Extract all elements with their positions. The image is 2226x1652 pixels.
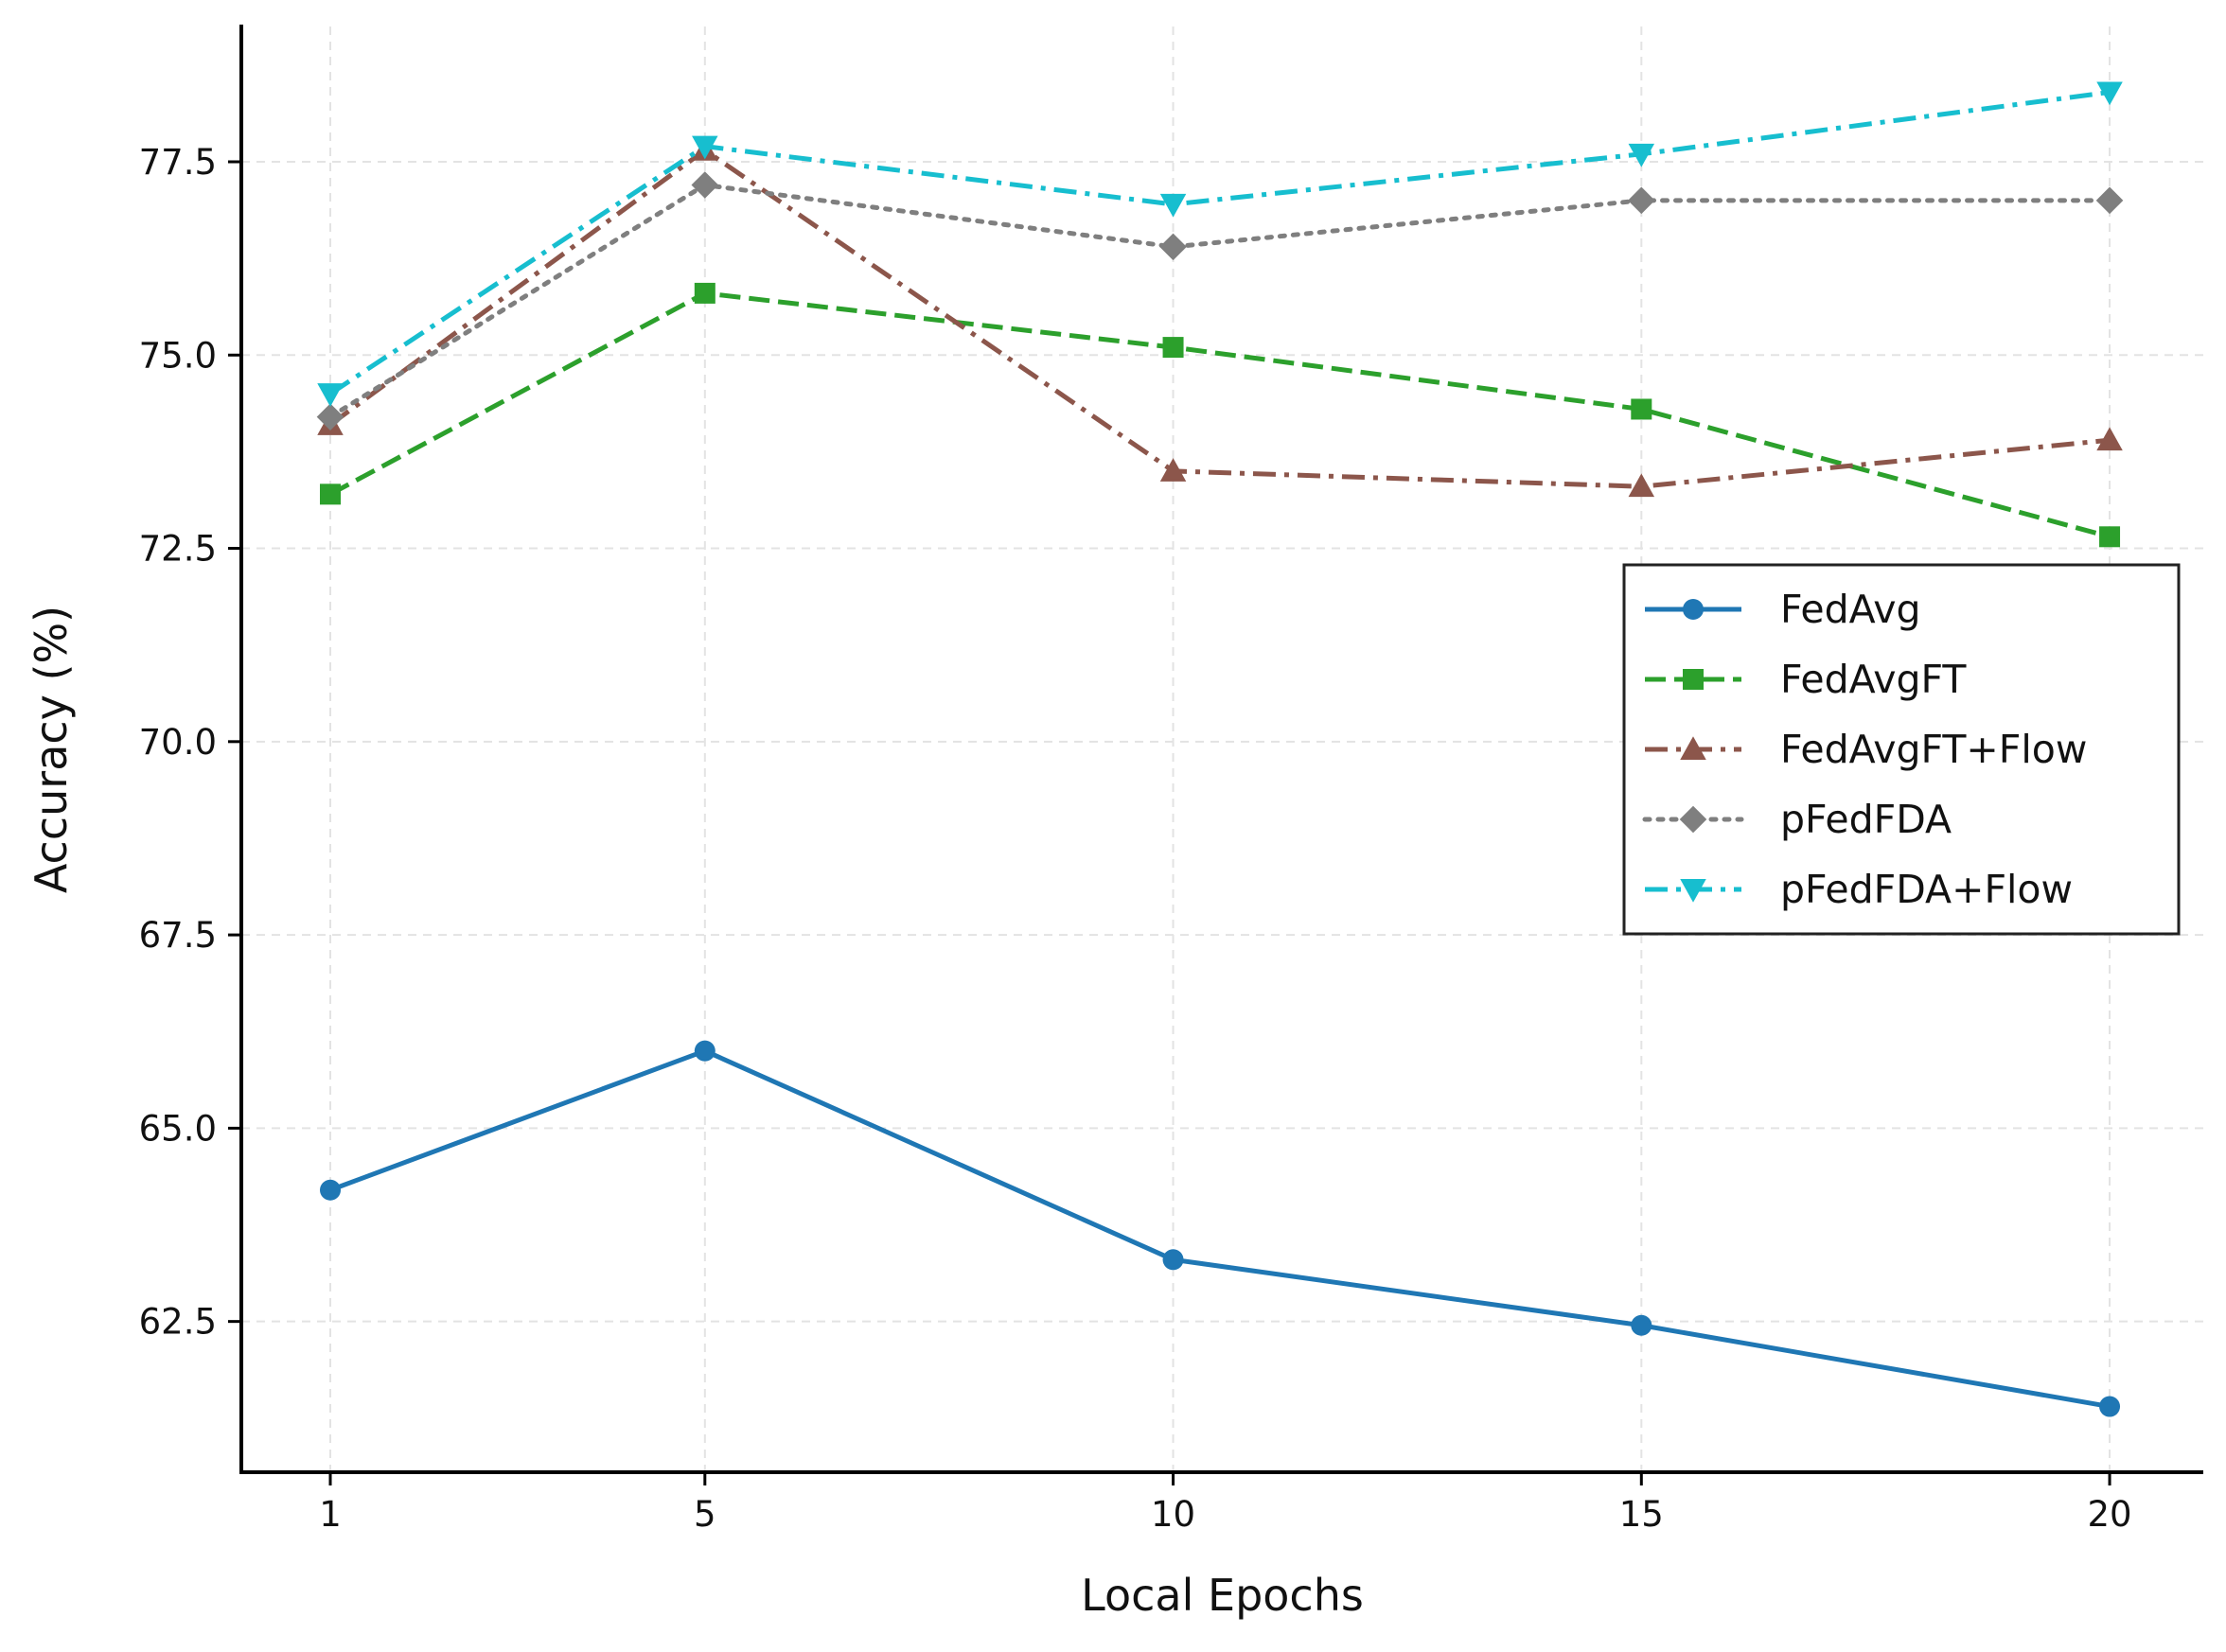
data-point xyxy=(320,483,342,505)
data-point xyxy=(2096,427,2123,451)
legend-entry: FedAvgFT+Flow xyxy=(1645,727,2087,772)
data-point xyxy=(1628,143,1655,167)
legend-entry: FedAvgFT xyxy=(1645,657,1967,702)
y-tick-label: 65.0 xyxy=(139,1108,217,1149)
data-point xyxy=(320,1179,342,1201)
data-point xyxy=(1631,398,1652,420)
series-fedavg xyxy=(320,1040,2121,1417)
y-tick-label: 62.5 xyxy=(139,1302,217,1343)
data-point xyxy=(1631,1314,1652,1336)
data-point xyxy=(2095,186,2124,215)
legend-label: pFedFDA xyxy=(1780,797,1952,842)
data-point xyxy=(1162,337,1184,359)
series-pfedfda xyxy=(316,171,2124,431)
x-tick-label: 15 xyxy=(1619,1494,1664,1535)
data-point xyxy=(2099,1396,2121,1417)
series-fedavgft xyxy=(320,282,2121,548)
legend-entry: pFedFDA xyxy=(1642,797,1952,842)
y-tick-label: 67.5 xyxy=(139,915,217,956)
legend-marker xyxy=(1683,599,1704,620)
series-line xyxy=(328,89,2111,396)
x-tick-label: 20 xyxy=(2088,1494,2132,1535)
legend-label: pFedFDA+Flow xyxy=(1780,867,2073,912)
series-line xyxy=(329,1048,2111,1410)
y-tick-label: 70.0 xyxy=(139,722,217,763)
data-point xyxy=(692,135,718,160)
y-axis-label: Accuracy (%) xyxy=(26,606,77,893)
series-line xyxy=(328,290,2111,539)
data-point xyxy=(317,383,344,407)
data-point xyxy=(694,282,716,304)
data-point xyxy=(1628,186,1655,215)
data-point xyxy=(694,1040,716,1062)
data-point xyxy=(2096,81,2123,106)
legend-marker xyxy=(1679,805,1707,834)
data-point xyxy=(2099,526,2121,548)
data-point xyxy=(1162,1249,1184,1271)
data-point xyxy=(1628,473,1655,498)
y-tick-label: 72.5 xyxy=(139,529,217,570)
legend-box xyxy=(1622,563,2181,936)
x-tick-label: 10 xyxy=(1151,1494,1195,1535)
legend-entry: FedAvg xyxy=(1645,587,1921,632)
data-point xyxy=(691,171,719,199)
series-fedavgft-flow xyxy=(317,136,2123,498)
series-pfedfda-flow xyxy=(317,81,2123,407)
legend-entry: pFedFDA+Flow xyxy=(1645,867,2073,912)
y-tick-label: 77.5 xyxy=(139,142,217,183)
legend-label: FedAvg xyxy=(1780,587,1921,632)
series-lines xyxy=(316,81,2124,1417)
legend-marker xyxy=(1680,879,1706,903)
legend-label: FedAvgFT+Flow xyxy=(1780,727,2087,772)
legend-marker xyxy=(1680,736,1706,760)
data-point xyxy=(1159,458,1187,482)
legend: FedAvg FedAvgFT FedAvgFT+Flow pFedFDA pFedFD… xyxy=(1622,563,2181,936)
x-tick-label: 1 xyxy=(319,1494,342,1535)
x-tick-label: 5 xyxy=(694,1494,716,1535)
data-point xyxy=(1159,233,1187,261)
x-axis-label: Local Epochs xyxy=(1081,1570,1364,1621)
y-tick-label: 75.0 xyxy=(139,335,217,376)
legend-marker xyxy=(1683,669,1704,690)
legend-label: FedAvgFT xyxy=(1780,657,1967,702)
data-point xyxy=(1159,193,1187,218)
data-point xyxy=(316,403,344,431)
